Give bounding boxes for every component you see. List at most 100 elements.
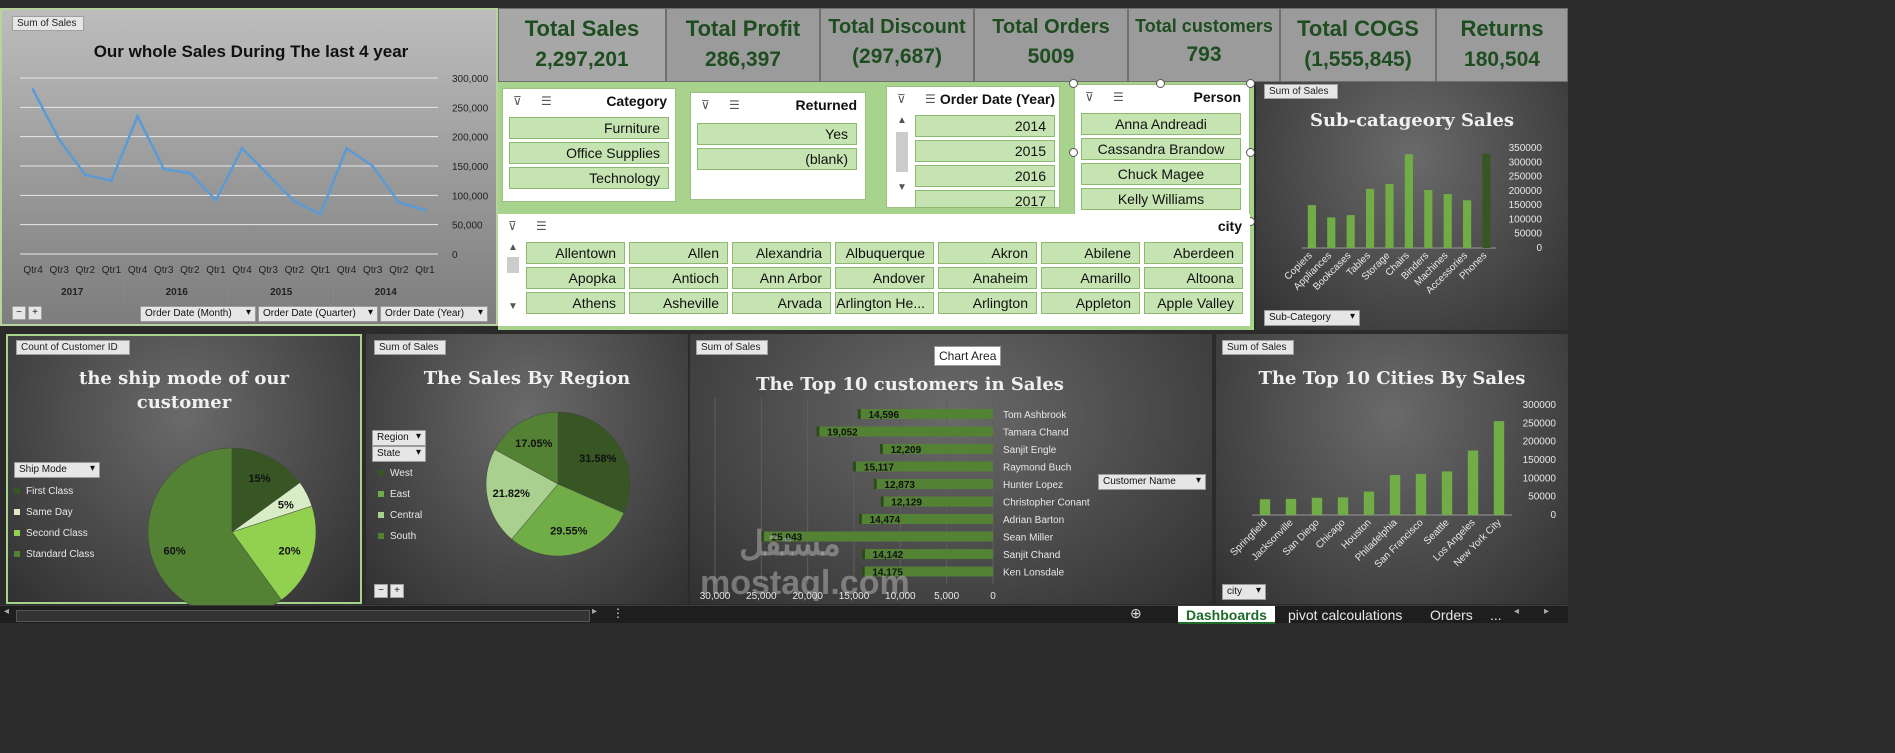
next-sheet-icon[interactable]: ▸ <box>1544 606 1550 617</box>
slicer-item[interactable]: 2017 <box>915 190 1055 209</box>
multi-select-icon[interactable]: ☰ <box>1113 90 1124 104</box>
clear-filter-icon[interactable]: ⊽ <box>897 92 906 106</box>
scroll-thumb[interactable] <box>507 257 519 273</box>
slicer-order-date-year[interactable]: ⊽ ☰ Order Date (Year) ▲ ▼ 2014 2015 2016… <box>886 86 1060 209</box>
slicer-item[interactable]: Cassandra Brandow <box>1081 138 1241 160</box>
slicer-item[interactable]: Albuquerque <box>835 242 934 264</box>
slicer-item[interactable]: Allentown <box>526 242 625 264</box>
slicer-category[interactable]: ⊽ ☰ Category Furniture Office Supplies T… <box>502 88 676 202</box>
prev-sheet-icon[interactable]: ◂ <box>1514 606 1520 617</box>
clear-filter-icon[interactable]: ⊽ <box>513 94 522 108</box>
sum-of-sales-field-button[interactable]: Sum of Sales <box>12 16 84 31</box>
slicer-item[interactable]: Akron <box>938 242 1037 264</box>
tab-orders[interactable]: Orders <box>1430 607 1473 623</box>
state-filter[interactable]: State <box>372 446 426 462</box>
multi-select-icon[interactable]: ☰ <box>729 98 740 112</box>
sum-of-sales-field-button[interactable]: Sum of Sales <box>1222 340 1294 355</box>
scroll-thumb[interactable] <box>896 132 908 172</box>
top-cities-chart-panel[interactable]: Sum of Sales The Top 10 Cities By Sales … <box>1216 334 1568 604</box>
horizontal-scrollbar[interactable] <box>16 610 590 622</box>
slicer-person[interactable]: ⊽ ☰ Person Anna Andreadi Cassandra Brand… <box>1074 84 1250 220</box>
collapse-button[interactable]: − <box>12 306 26 320</box>
subcategory-chart-panel[interactable]: Sum of Sales Sub-catageory Sales 350000 3… <box>1256 82 1568 330</box>
scroll-up-icon[interactable]: ▲ <box>508 242 518 253</box>
slicer-item[interactable]: Apple Valley <box>1144 292 1243 314</box>
slicer-item[interactable]: Alexandria <box>732 242 831 264</box>
customer-name-filter[interactable]: Customer Name <box>1098 474 1206 490</box>
ship-mode-chart-panel[interactable]: Count of Customer ID the ship mode of ou… <box>6 334 362 606</box>
slicer-item[interactable]: Kelly Williams <box>1081 188 1241 210</box>
slicer-item[interactable]: Appleton <box>1041 292 1140 314</box>
legend-item: West <box>378 468 413 479</box>
clear-filter-icon[interactable]: ⊽ <box>508 219 517 233</box>
tab-more[interactable]: ... <box>1490 607 1502 623</box>
scroll-down-icon[interactable]: ▼ <box>897 182 907 193</box>
slicer-item[interactable]: Furniture <box>509 117 669 139</box>
multi-select-icon[interactable]: ☰ <box>536 219 547 233</box>
slicer-item[interactable]: Allen <box>629 242 728 264</box>
slicer-item[interactable]: Antioch <box>629 267 728 289</box>
y-tick-label: 0 <box>1550 510 1556 521</box>
slicer-item[interactable]: Anna Andreadi <box>1081 113 1241 135</box>
resize-handle[interactable] <box>1246 79 1255 88</box>
multi-select-icon[interactable]: ☰ <box>541 94 552 108</box>
slicer-item[interactable]: 2014 <box>915 115 1055 137</box>
slicer-item[interactable]: 2016 <box>915 165 1055 187</box>
resize-handle[interactable] <box>1069 79 1078 88</box>
filter-order-year[interactable]: Order Date (Year) <box>380 306 488 322</box>
slicer-item[interactable]: Anaheim <box>938 267 1037 289</box>
ship-mode-filter[interactable]: Ship Mode <box>14 462 100 478</box>
slicer-item[interactable]: Asheville <box>629 292 728 314</box>
resize-handle[interactable] <box>1069 148 1078 157</box>
filter-order-quarter[interactable]: Order Date (Quarter) <box>258 306 378 322</box>
add-sheet-icon[interactable]: ⊕ <box>1130 605 1142 621</box>
slicer-item[interactable]: 2015 <box>915 140 1055 162</box>
sum-of-sales-field-button[interactable]: Sum of Sales <box>374 340 446 355</box>
slicer-item[interactable]: Office Supplies <box>509 142 669 164</box>
slicer-city[interactable]: ⊽ ☰ city ▲ ▼ Allentown Allen Alexandria Alb… <box>498 214 1250 326</box>
resize-handle[interactable] <box>1156 79 1165 88</box>
slicer-item[interactable]: Aberdeen <box>1144 242 1243 264</box>
slicer-item[interactable]: Apopka <box>526 267 625 289</box>
tab-pivot-calculations[interactable]: pivot calcoulations <box>1288 607 1403 623</box>
count-of-customer-field-button[interactable]: Count of Customer ID <box>16 340 130 355</box>
slicer-item[interactable]: Ann Arbor <box>732 267 831 289</box>
slicer-item[interactable]: Abilene <box>1041 242 1140 264</box>
slicer-item[interactable]: Arlington He... <box>835 292 934 314</box>
slicer-item[interactable]: Altoona <box>1144 267 1243 289</box>
slicer-returned[interactable]: ⊽ ☰ Returned Yes (blank) <box>690 92 866 200</box>
slicer-item[interactable]: (blank) <box>697 148 857 170</box>
slicer-item[interactable]: Athens <box>526 292 625 314</box>
scroll-up-icon[interactable]: ▲ <box>897 115 907 126</box>
slicer-item[interactable]: Technology <box>509 167 669 189</box>
sum-of-sales-field-button[interactable]: Sum of Sales <box>696 340 768 355</box>
filter-order-month[interactable]: Order Date (Month) <box>140 306 256 322</box>
scroll-left-icon[interactable]: ◂ <box>4 606 10 617</box>
bar-data-label: 12,873 <box>884 480 915 491</box>
clear-filter-icon[interactable]: ⊽ <box>701 98 710 112</box>
slicer-scrollbar[interactable]: ▲ ▼ <box>895 115 909 205</box>
multi-select-icon[interactable]: ☰ <box>925 92 936 106</box>
slicer-scrollbar[interactable]: ▲ ▼ <box>506 242 520 322</box>
resize-handle[interactable] <box>1246 148 1255 157</box>
clear-filter-icon[interactable]: ⊽ <box>1085 90 1094 104</box>
sales-line-chart-panel[interactable]: Sum of Sales Our whole Sales During The … <box>0 8 498 326</box>
tab-dashboards[interactable]: Dashboards <box>1178 606 1275 624</box>
scroll-down-icon[interactable]: ▼ <box>508 301 518 312</box>
slicer-item[interactable]: Amarillo <box>1041 267 1140 289</box>
sub-category-filter[interactable]: Sub-Category <box>1264 310 1360 326</box>
scroll-right-icon[interactable]: ▸ <box>592 606 598 617</box>
sum-of-sales-field-button[interactable]: Sum of Sales <box>1264 84 1338 99</box>
slicer-item[interactable]: Arvada <box>732 292 831 314</box>
city-filter[interactable]: city <box>1222 584 1266 600</box>
top-customers-chart-panel[interactable]: Sum of Sales The Top 10 customers in Sal… <box>690 334 1212 604</box>
more-options-icon[interactable]: ⋮ <box>612 606 624 620</box>
collapse-button[interactable]: − <box>374 584 388 598</box>
slicer-item[interactable]: Andover <box>835 267 934 289</box>
slicer-item[interactable]: Yes <box>697 123 857 145</box>
slicer-item[interactable]: Arlington <box>938 292 1037 314</box>
slicer-item[interactable]: Chuck Magee <box>1081 163 1241 185</box>
region-chart-panel[interactable]: Sum of Sales The Sales By Region Region … <box>366 334 688 604</box>
expand-button[interactable]: + <box>28 306 42 320</box>
expand-button[interactable]: + <box>390 584 404 598</box>
